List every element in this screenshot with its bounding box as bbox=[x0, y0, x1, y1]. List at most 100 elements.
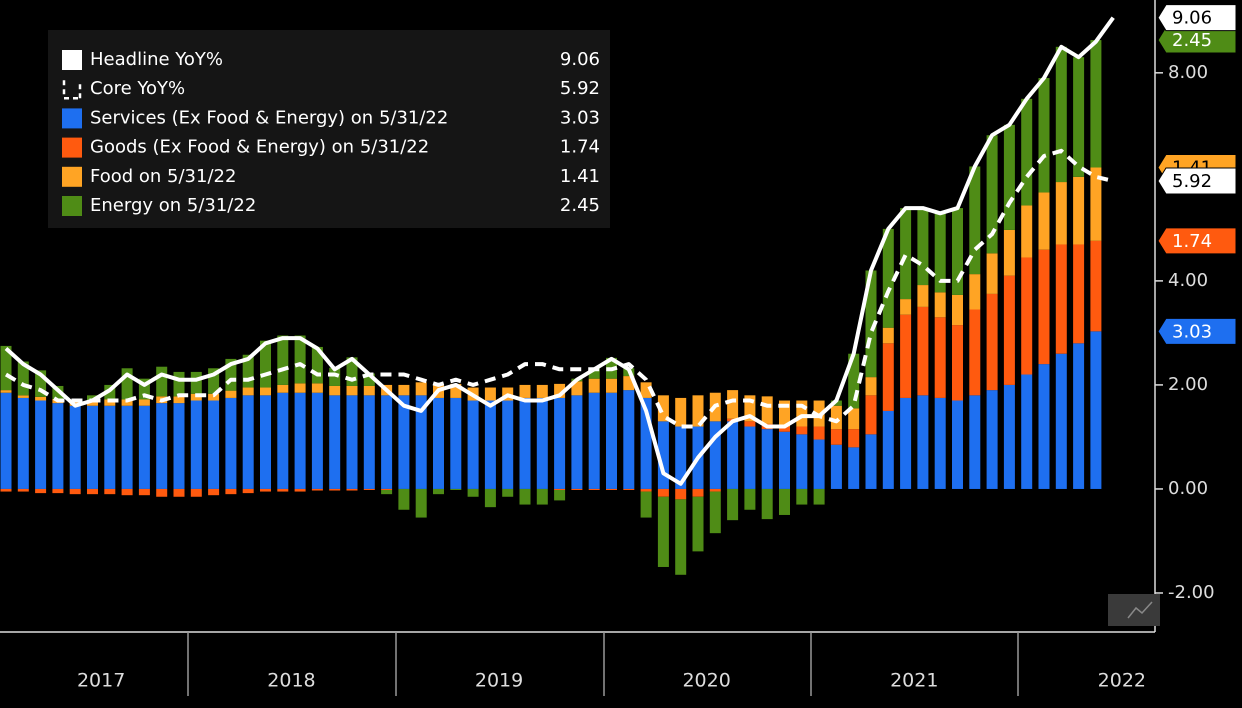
bar bbox=[519, 488, 531, 505]
bar bbox=[381, 488, 393, 490]
bar bbox=[415, 382, 427, 396]
bar bbox=[623, 390, 635, 489]
bar bbox=[623, 376, 635, 391]
bar bbox=[242, 395, 254, 489]
x-tick-label: 2019 bbox=[475, 670, 523, 692]
x-tick-label: 2020 bbox=[682, 670, 730, 692]
bar bbox=[0, 392, 12, 489]
bar bbox=[934, 292, 946, 318]
bar bbox=[813, 488, 825, 505]
bar bbox=[484, 488, 496, 508]
y-tick-label: 8.00 bbox=[1168, 62, 1208, 83]
bar bbox=[87, 405, 98, 489]
bar bbox=[675, 426, 687, 489]
bar bbox=[1073, 57, 1085, 177]
bar bbox=[796, 488, 808, 505]
axis-labels: -2.00 0.00 2.00 4.00 8.00 2017 2018 2019 2020 202… bbox=[77, 62, 1215, 692]
bar bbox=[277, 384, 289, 393]
bar bbox=[882, 228, 894, 328]
value-tag bbox=[1157, 4, 1237, 32]
bar bbox=[779, 431, 790, 489]
bar bbox=[35, 400, 47, 489]
bar bbox=[415, 488, 427, 518]
line bbox=[4, 16, 1115, 486]
bar bbox=[1090, 40, 1102, 168]
y-tick-label: -2.00 bbox=[1168, 582, 1215, 603]
bar bbox=[138, 378, 150, 400]
bar bbox=[675, 488, 687, 500]
value-tag bbox=[1157, 317, 1237, 345]
bar bbox=[260, 488, 271, 492]
bar bbox=[969, 395, 981, 489]
bar bbox=[640, 397, 652, 489]
bar bbox=[104, 488, 116, 495]
bar bbox=[433, 488, 444, 495]
bar bbox=[969, 166, 981, 275]
bar bbox=[173, 396, 185, 404]
bar bbox=[346, 357, 358, 386]
bar bbox=[260, 395, 271, 489]
bar bbox=[35, 370, 47, 397]
bar bbox=[882, 410, 894, 489]
bar bbox=[104, 399, 116, 406]
bar bbox=[709, 488, 721, 492]
bar bbox=[657, 395, 669, 422]
bar bbox=[294, 335, 306, 384]
bar bbox=[35, 488, 47, 494]
bar bbox=[900, 299, 912, 315]
bar bbox=[900, 397, 912, 489]
bar bbox=[848, 429, 860, 448]
bar bbox=[260, 340, 271, 388]
bar bbox=[934, 317, 946, 398]
bar bbox=[1038, 78, 1050, 193]
bar bbox=[588, 368, 600, 379]
bar bbox=[260, 387, 271, 396]
bar bbox=[0, 488, 12, 492]
bar bbox=[830, 429, 842, 445]
bar bbox=[173, 371, 185, 397]
bar bbox=[0, 345, 12, 391]
bar bbox=[571, 488, 583, 490]
legend-swatch bbox=[62, 166, 82, 187]
bar bbox=[640, 382, 652, 398]
bar bbox=[1021, 98, 1033, 206]
bar bbox=[277, 488, 289, 492]
bar bbox=[675, 499, 687, 575]
bar bbox=[986, 390, 998, 489]
bar bbox=[17, 488, 29, 492]
value-tag-label: 5.92 bbox=[1172, 171, 1212, 192]
bar bbox=[156, 488, 168, 497]
bar bbox=[277, 335, 289, 385]
bar bbox=[969, 274, 981, 310]
bar bbox=[363, 385, 375, 396]
bar bbox=[1090, 167, 1102, 241]
bar bbox=[761, 429, 773, 489]
bar bbox=[917, 285, 929, 307]
bar bbox=[381, 395, 393, 489]
bar bbox=[502, 400, 514, 489]
bar bbox=[225, 397, 237, 489]
bar bbox=[484, 400, 496, 489]
bar bbox=[450, 488, 462, 490]
value-tag-label: 2.45 bbox=[1172, 30, 1212, 51]
bar bbox=[536, 384, 548, 398]
legend-label: Core YoY% bbox=[90, 78, 185, 99]
bar bbox=[87, 395, 98, 401]
legend: Headline YoY% 9.06 Core YoY% 5.92 Services (… bbox=[62, 49, 600, 216]
bar bbox=[346, 395, 358, 489]
bar bbox=[433, 397, 444, 489]
bar bbox=[0, 390, 12, 393]
bar bbox=[1003, 384, 1015, 489]
value-tag bbox=[1157, 167, 1237, 195]
bar bbox=[1038, 364, 1050, 489]
bar bbox=[813, 426, 825, 440]
bar bbox=[519, 384, 531, 398]
bar bbox=[727, 488, 739, 521]
bar bbox=[813, 439, 825, 489]
bar bbox=[17, 395, 29, 398]
bar bbox=[1073, 244, 1085, 344]
bar bbox=[156, 366, 168, 397]
bar bbox=[1073, 343, 1085, 489]
bar bbox=[52, 488, 64, 494]
x-tick-label: 2022 bbox=[1098, 670, 1146, 692]
